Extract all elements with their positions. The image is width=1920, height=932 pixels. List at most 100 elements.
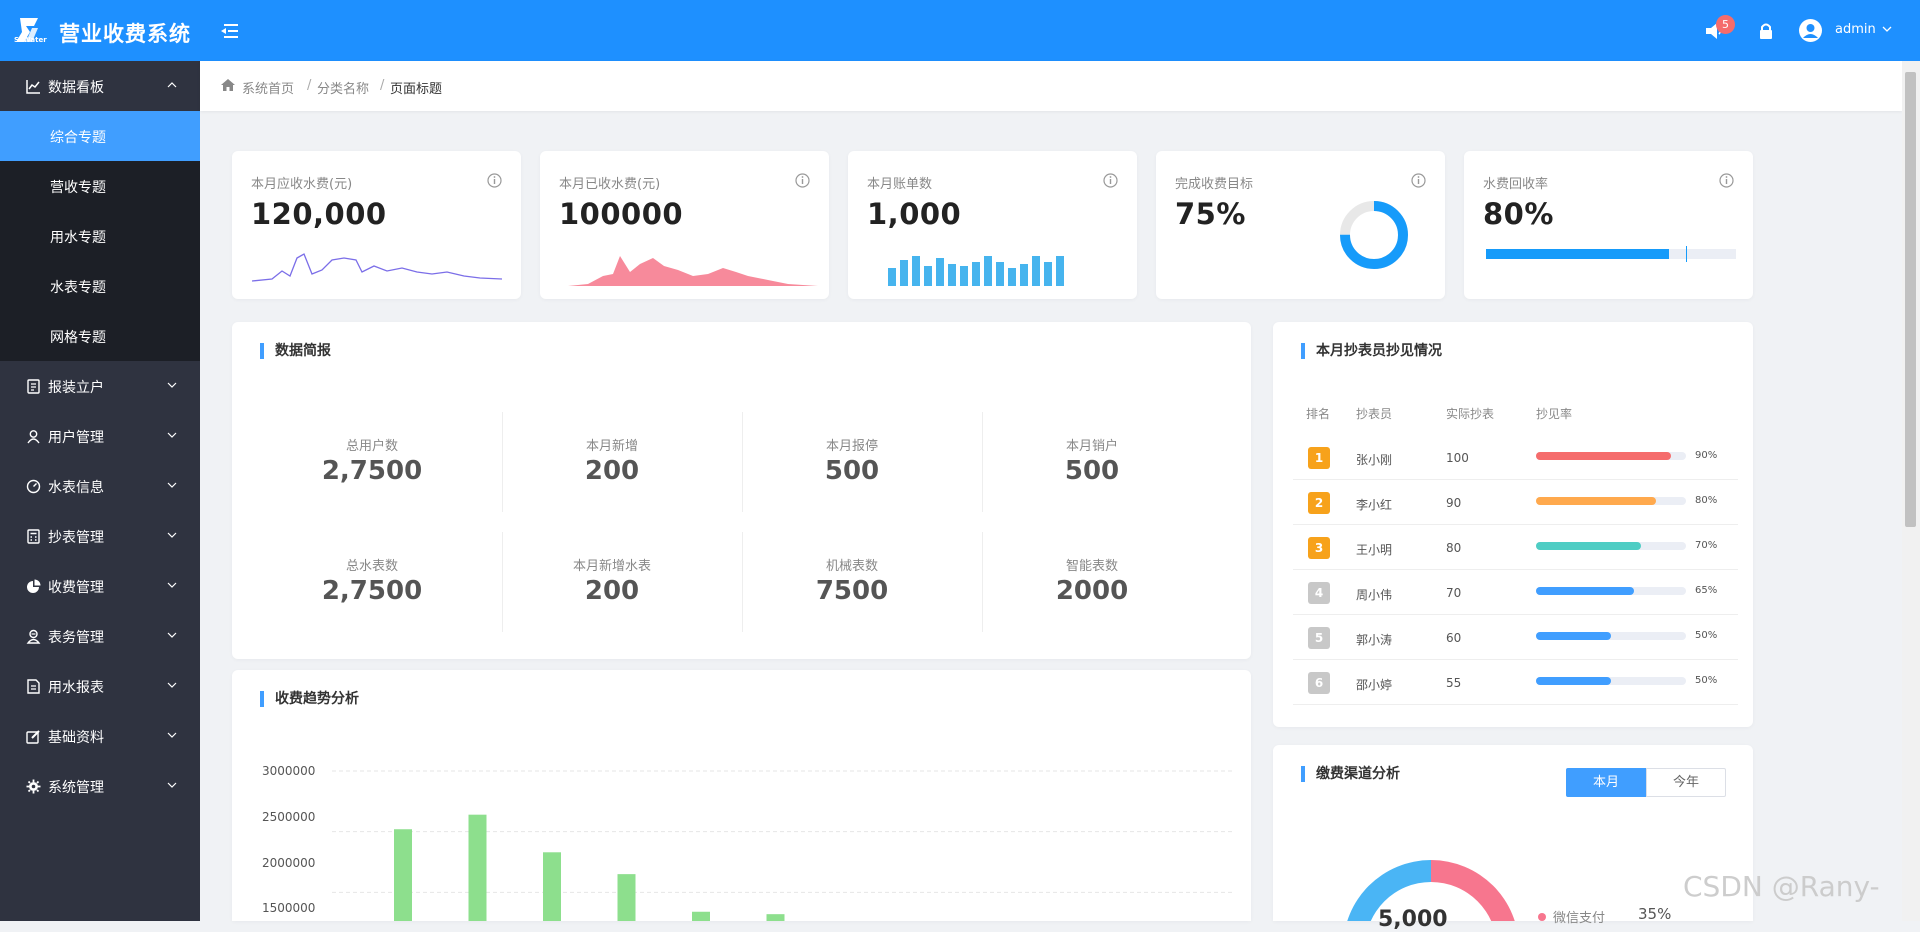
kpi-value: 2000	[1055, 576, 1129, 606]
kpi-divider	[502, 532, 503, 632]
kpi-label: 智能表数	[1065, 559, 1118, 574]
toggle-this-month[interactable]: 本月	[1566, 768, 1646, 797]
reading-count: 80	[1446, 541, 1462, 555]
trend-bar[interactable]	[692, 911, 710, 921]
sidebar-item-label: 系统管理	[48, 780, 104, 796]
toggle-this-year[interactable]: 今年	[1646, 768, 1726, 797]
breadcrumb-category[interactable]: 分类名称	[317, 82, 370, 97]
sidebar-item-meter-info[interactable]: 水表信息	[0, 461, 200, 511]
top-header: SLWater 营业收费系统 5 admin	[0, 0, 1920, 61]
kpi-label: 机械表数	[825, 559, 878, 574]
rate-bar-fill	[1536, 452, 1671, 460]
info-icon[interactable]	[1103, 173, 1118, 188]
reading-count: 100	[1446, 451, 1469, 465]
calculator-icon	[27, 529, 40, 544]
info-icon[interactable]	[1719, 173, 1734, 188]
recovery-target-marker	[1686, 246, 1687, 262]
sidebar-subitem-comprehensive[interactable]: 综合专题	[0, 111, 200, 161]
subitem-label: 网格专题	[50, 330, 106, 346]
trend-bar[interactable]	[543, 852, 561, 921]
kpi-value: 200	[584, 576, 640, 606]
sidebar-item-billing[interactable]: 收费管理	[0, 561, 200, 611]
kpi-new-users: 本月新增 200	[492, 412, 732, 512]
rank-badge: 3	[1308, 537, 1330, 559]
app-title: 营业收费系统	[59, 22, 191, 46]
menu-collapse-icon[interactable]	[218, 20, 240, 42]
sidebar-subitem-grid[interactable]: 网格专题	[0, 311, 200, 361]
sidebar-item-water-report[interactable]: 用水报表	[0, 661, 200, 711]
section-title: 缴费渠道分析	[1301, 766, 1400, 782]
kpi-value: 500	[1064, 456, 1120, 486]
legend-percent: 35%	[1638, 905, 1672, 923]
sidebar-subitem-water-usage[interactable]: 用水专题	[0, 211, 200, 261]
stat-title: 本月已收水费(元)	[559, 177, 661, 192]
section-title: 本月抄表员抄见情况	[1301, 343, 1442, 359]
watermark: CSDN @Rany-	[1683, 870, 1880, 903]
kpi-closed-accounts: 本月销户 500	[972, 412, 1212, 512]
sidebar-subitem-revenue[interactable]: 营收专题	[0, 161, 200, 211]
kpi-new-meters: 本月新增水表 200	[492, 532, 732, 632]
stat-card-bills: 本月账单数 1,000	[848, 151, 1137, 299]
reader-name: 邵小婷	[1356, 678, 1393, 692]
kpi-divider	[502, 412, 503, 512]
subitem-label: 综合专题	[50, 130, 106, 146]
user-menu[interactable]: admin	[1835, 22, 1892, 37]
subitem-label: 营收专题	[50, 180, 106, 196]
column-header-count: 实际抄表	[1446, 407, 1495, 421]
sidebar-item-users[interactable]: 用户管理	[0, 411, 200, 461]
sidebar-item-meter-service[interactable]: 表务管理	[0, 611, 200, 661]
stat-card-received: 本月已收水费(元) 100000	[540, 151, 829, 299]
stat-title: 水费回收率	[1483, 177, 1549, 192]
sidebar-item-system[interactable]: 系统管理	[0, 761, 200, 811]
recovery-progress-track	[1486, 246, 1736, 262]
sidebar-item-data-dashboard[interactable]: 数据看板	[0, 61, 200, 111]
info-icon[interactable]	[487, 173, 502, 188]
kpi-mechanical-meters: 机械表数 7500	[732, 532, 972, 632]
rank-badge: 1	[1308, 447, 1330, 469]
reader-name: 郭小涛	[1356, 633, 1393, 647]
column-header-rank: 排名	[1306, 407, 1331, 421]
receivable-sparkline	[252, 253, 502, 282]
trend-bar[interactable]	[394, 829, 412, 921]
reading-count: 90	[1446, 496, 1462, 510]
chevron-down-icon	[167, 482, 177, 488]
table-row: 2 李小红 90 80%	[1293, 480, 1738, 525]
user-avatar-icon[interactable]	[1798, 18, 1823, 43]
lock-icon[interactable]	[1755, 20, 1777, 42]
info-icon[interactable]	[1411, 173, 1426, 188]
trend-bar[interactable]	[766, 914, 785, 921]
sidebar-submenu: 综合专题 营收专题 用水专题 水表专题 网格专题	[0, 111, 200, 361]
kpi-value: 7500	[815, 576, 889, 606]
sidebar-item-label: 用水报表	[48, 680, 104, 696]
table-row: 3 王小明 80 70%	[1293, 525, 1738, 570]
home-icon[interactable]	[220, 78, 236, 92]
rate-bar-fill	[1536, 632, 1611, 640]
chevron-down-icon	[167, 682, 177, 688]
trend-bar[interactable]	[468, 814, 487, 921]
info-icon[interactable]	[795, 173, 810, 188]
stat-title: 本月账单数	[867, 177, 933, 192]
chevron-down-icon	[167, 382, 177, 388]
sidebar-item-meter-reading[interactable]: 抄表管理	[0, 511, 200, 561]
scrollbar-thumb[interactable]	[1905, 72, 1916, 527]
trend-bar[interactable]	[617, 874, 636, 921]
breadcrumb-separator: /	[307, 78, 312, 93]
kpi-divider	[982, 412, 983, 512]
subitem-label: 用水专题	[50, 230, 106, 246]
stat-value: 80%	[1483, 197, 1554, 231]
sidebar-item-label: 表务管理	[48, 630, 104, 646]
kpi-value: 200	[584, 456, 640, 486]
sidebar-item-label: 基础资料	[48, 730, 104, 746]
report-icon	[27, 679, 40, 694]
column-header-reader: 抄表员	[1356, 407, 1393, 421]
sidebar-item-base-data[interactable]: 基础资料	[0, 711, 200, 761]
recovery-progress-fill	[1486, 249, 1669, 259]
sidebar-subitem-meter[interactable]: 水表专题	[0, 261, 200, 311]
table-row: 6 邵小婷 55 50%	[1293, 660, 1738, 705]
legend-dot	[1538, 913, 1546, 921]
stat-value: 100000	[559, 197, 684, 231]
sidebar-item-installation[interactable]: 报装立户	[0, 361, 200, 411]
breadcrumb-home[interactable]: 系统首页	[242, 82, 295, 97]
table-row: 5 郭小涛 60 50%	[1293, 615, 1738, 660]
kpi-label: 本月新增	[585, 439, 638, 454]
